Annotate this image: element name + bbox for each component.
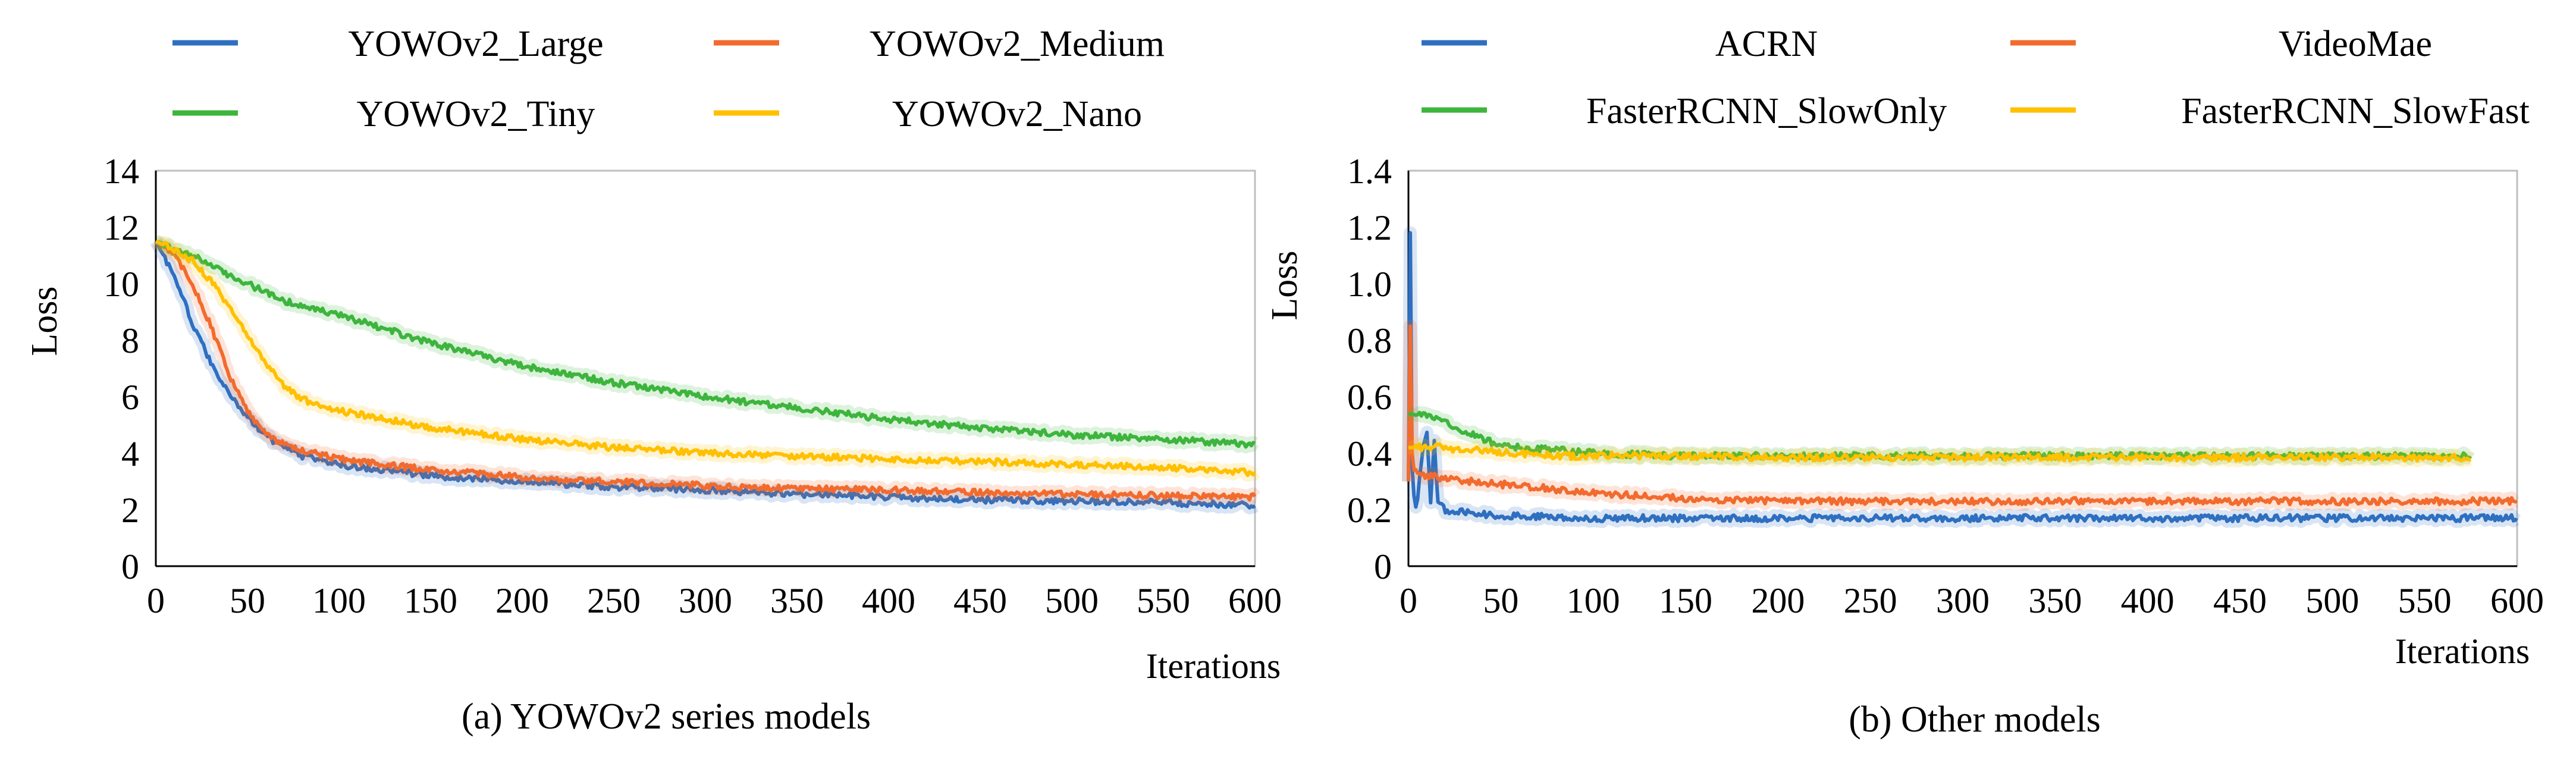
y-tick-label: 4 [121,434,139,473]
x-tick-label: 300 [1936,581,1990,620]
series-band [1402,226,2522,528]
x-tick-label: 100 [1567,581,1620,620]
series-line-yowov2-large [154,240,1256,510]
x-tick-label: 600 [1228,581,1282,620]
y-tick-label: 8 [121,321,139,360]
series-band [151,235,1260,454]
x-tick-label: 500 [2305,581,2359,620]
legend-label: YOWOv2_Tiny [357,94,595,134]
x-tick-label: 0 [147,581,165,620]
y-tick-label: 0.2 [1347,491,1392,530]
x-axis-title: Iterations [2395,632,2530,671]
y-tick-label: 0 [1374,547,1392,586]
x-tick-label: 450 [953,581,1007,620]
series-line-yowov2-tiny [155,239,1256,449]
y-tick-label: 1.0 [1347,265,1392,304]
x-tick-label: 150 [404,581,457,620]
x-tick-label: 200 [495,581,549,620]
y-tick-label: 6 [121,378,139,417]
x-tick-label: 350 [770,581,824,620]
x-tick-label: 400 [2121,581,2175,620]
legend-label: YOWOv2_Nano [892,94,1142,134]
panel-b-other-models-loss-chart: 0 50 100 150 200 250 300 350 400 450 500 550 600 0 0.2… [1265,24,2544,740]
y-tick-label: 1.4 [1347,152,1392,191]
legend-label: VideoMae [2279,24,2432,64]
x-tick-label: 250 [587,581,641,620]
y-tick-label: 0 [121,547,139,586]
x-tick-label: 250 [1844,581,1897,620]
legend-label: YOWOv2_Medium [870,24,1165,64]
x-tick-label: 150 [1659,581,1712,620]
series-line-fasterrcnn-slowfast [1408,442,2471,463]
x-axis-title: Iterations [1146,646,1281,686]
y-tick-label: 0.6 [1347,378,1392,417]
y-tick-label: 1.2 [1347,208,1392,247]
panel-caption: (b) Other models [1849,699,2101,740]
x-tick-label: 50 [230,581,265,620]
legend-label: FasterRCNN_SlowFast [2181,91,2530,131]
y-tick-label: 12 [103,208,139,247]
x-tick-label: 50 [1483,581,1518,620]
x-tick-label: 200 [1751,581,1805,620]
series-line-acrn [1407,231,2518,523]
y-tick-label: 0.4 [1347,434,1392,473]
x-tick-label: 600 [2490,581,2544,620]
x-tick-label: 450 [2213,581,2267,620]
x-tick-label: 350 [2028,581,2082,620]
x-tick-label: 0 [1400,581,1417,620]
y-tick-label: 2 [121,491,139,530]
y-axis-title: Loss [1265,250,1305,320]
series-band [1402,319,2522,511]
y-tick-label: 0.8 [1347,321,1392,360]
series-line-yowov2-nano [155,240,1257,478]
x-tick-label: 500 [1045,581,1099,620]
y-tick-label: 14 [103,152,139,191]
x-tick-label: 400 [862,581,915,620]
legend-label: YOWOv2_Large [348,24,603,64]
x-tick-label: 300 [679,581,732,620]
y-axis-title: Loss [24,286,65,356]
y-tick-label: 10 [103,265,139,304]
panel-a-yowov2-loss-chart: 0 50 100 150 200 250 300 350 400 450 500 550 600 0 2 4 6… [24,24,1282,737]
series-line-videomae [1407,324,2518,507]
x-tick-label: 550 [2398,581,2452,620]
x-tick-label: 550 [1137,581,1190,620]
legend-label: ACRN [1715,24,1818,64]
series-line-yowov2-medium [155,240,1257,502]
panel-caption: (a) YOWOv2 series models [462,696,871,737]
legend-label: FasterRCNN_SlowOnly [1586,91,1947,131]
x-tick-label: 100 [312,581,366,620]
